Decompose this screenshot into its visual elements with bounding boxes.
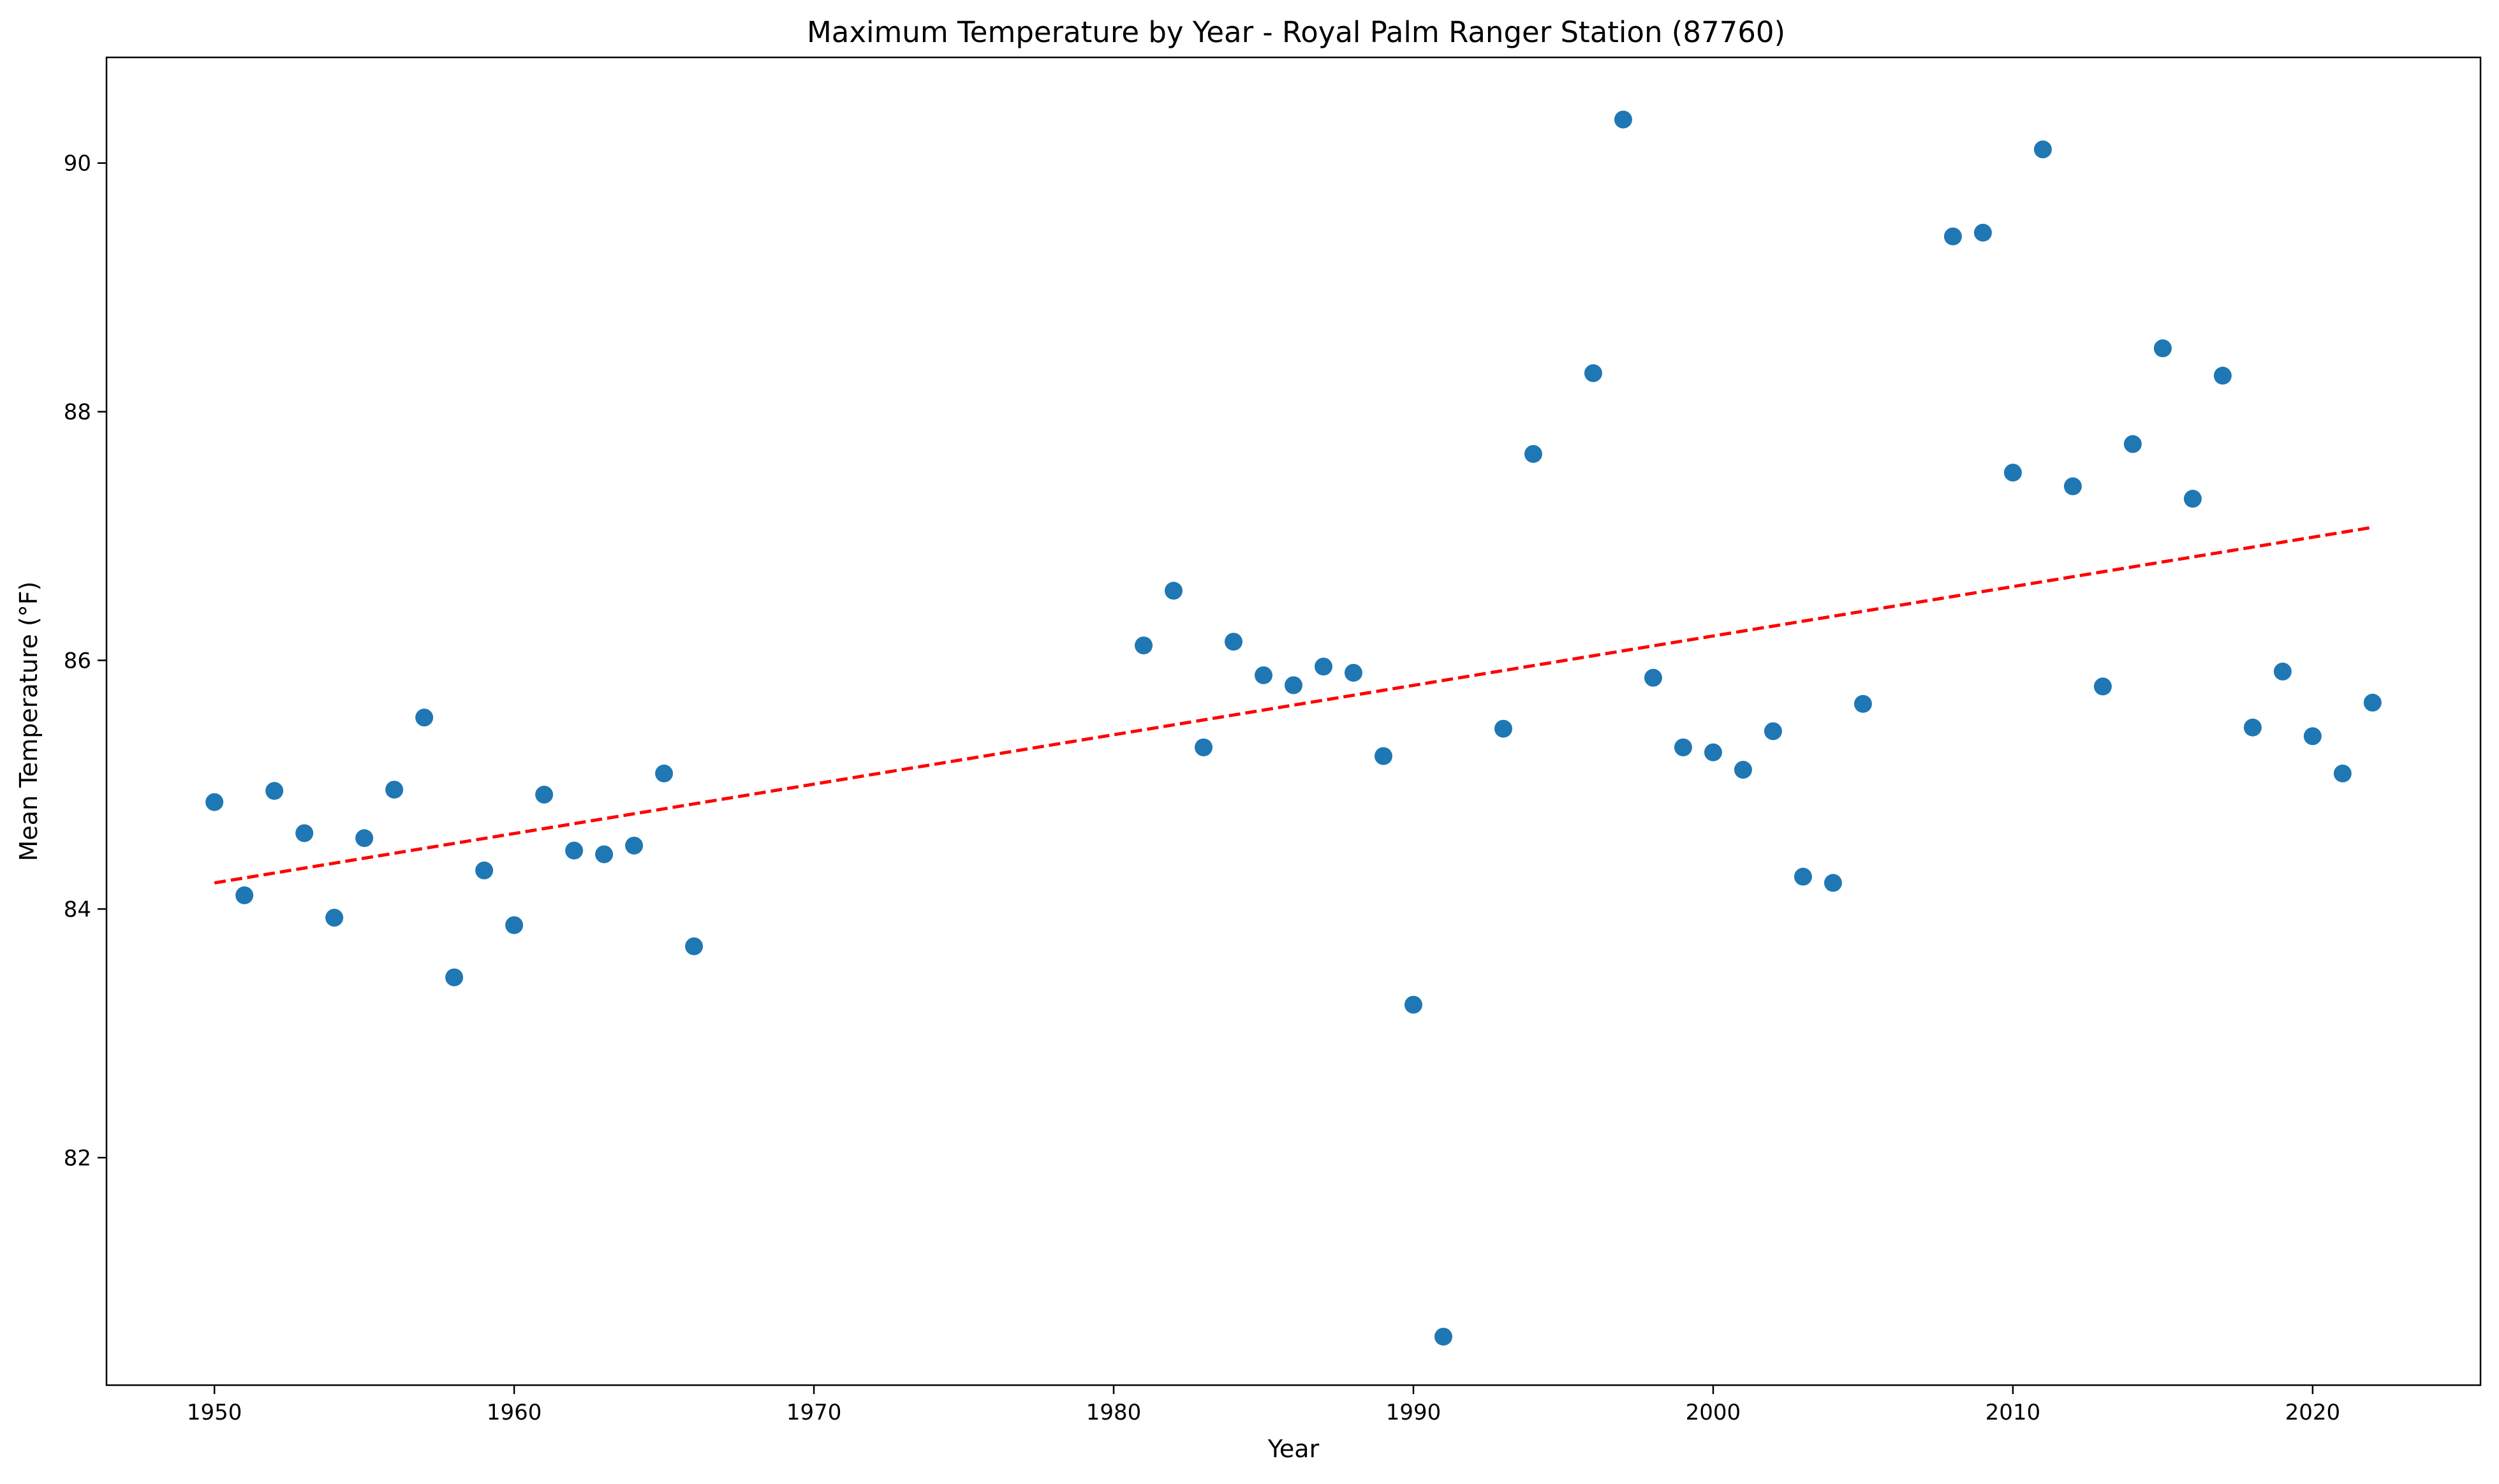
data-point	[1943, 227, 1962, 246]
data-point	[1255, 666, 1273, 684]
data-point	[1764, 722, 1782, 740]
x-axis: 1950 1960 1970 1980 1990 2000 2010 2020	[187, 1385, 2340, 1425]
data-point	[625, 836, 644, 855]
data-point	[2093, 677, 2112, 696]
data-point	[2003, 464, 2022, 482]
y-axis: 82 84 86 88 90	[64, 151, 107, 1171]
data-point	[1494, 719, 1512, 738]
data-point	[415, 709, 434, 727]
data-point	[295, 824, 314, 842]
x-tick-label: 1970	[786, 1400, 842, 1425]
data-point	[235, 886, 254, 904]
y-tick-label: 82	[64, 1145, 91, 1171]
data-point	[445, 968, 464, 987]
data-point	[685, 937, 704, 955]
data-point	[505, 916, 524, 934]
x-tick-label: 1980	[1086, 1400, 1142, 1425]
data-point	[1644, 668, 1662, 687]
data-point	[2363, 693, 2382, 712]
data-point	[1973, 223, 1992, 242]
data-point	[1674, 738, 1692, 756]
data-point	[2213, 367, 2232, 385]
y-axis-label: Mean Temperature (°F)	[15, 582, 43, 862]
data-point	[1374, 747, 1392, 765]
data-point	[265, 782, 284, 800]
data-point	[2333, 764, 2352, 782]
data-point	[475, 861, 494, 879]
data-point	[2273, 663, 2292, 681]
data-point	[2123, 435, 2142, 453]
y-tick-label: 88	[64, 400, 91, 425]
data-point	[1344, 663, 1362, 682]
data-point	[1824, 874, 1842, 892]
x-tick-label: 1990	[1386, 1400, 1441, 1425]
x-axis-label: Year	[1267, 1435, 1320, 1463]
data-point	[1195, 738, 1213, 756]
data-point	[1524, 444, 1542, 463]
trend-line	[214, 525, 2373, 885]
data-point	[1135, 636, 1153, 655]
data-points	[205, 110, 2382, 1346]
data-point	[1584, 364, 1602, 383]
data-point	[1854, 694, 1872, 713]
y-tick-label: 90	[64, 151, 91, 177]
chart-title: Maximum Temperature by Year - Royal Palm…	[807, 15, 1785, 49]
data-point	[385, 781, 404, 799]
data-point	[355, 829, 374, 848]
x-tick-label: 1950	[187, 1400, 242, 1425]
x-tick-label: 2020	[2285, 1400, 2341, 1425]
data-point	[1734, 761, 1752, 779]
data-point	[205, 793, 224, 811]
data-point	[535, 786, 554, 804]
data-point	[1404, 995, 1422, 1014]
data-point	[2063, 477, 2082, 496]
data-point	[2033, 140, 2052, 159]
data-point	[1314, 658, 1332, 676]
data-point	[2153, 339, 2172, 358]
x-tick-label: 2000	[1686, 1400, 1741, 1425]
data-point	[2183, 490, 2202, 508]
data-point	[2243, 718, 2262, 737]
data-point	[1285, 676, 1302, 694]
data-point	[1704, 743, 1722, 761]
plot-area-frame	[105, 56, 2482, 1386]
y-tick-label: 86	[64, 648, 91, 673]
data-point	[2303, 727, 2322, 746]
x-tick-label: 1960	[487, 1400, 542, 1425]
data-point	[655, 764, 674, 782]
data-point	[1165, 582, 1183, 600]
data-point	[1614, 110, 1632, 129]
data-point	[1434, 1327, 1452, 1346]
y-tick-label: 84	[64, 897, 91, 922]
data-point	[565, 841, 584, 860]
data-point	[1225, 633, 1243, 651]
data-point	[1794, 867, 1812, 886]
x-tick-label: 2010	[1986, 1400, 2041, 1425]
data-point	[325, 909, 344, 927]
data-point	[595, 845, 614, 863]
